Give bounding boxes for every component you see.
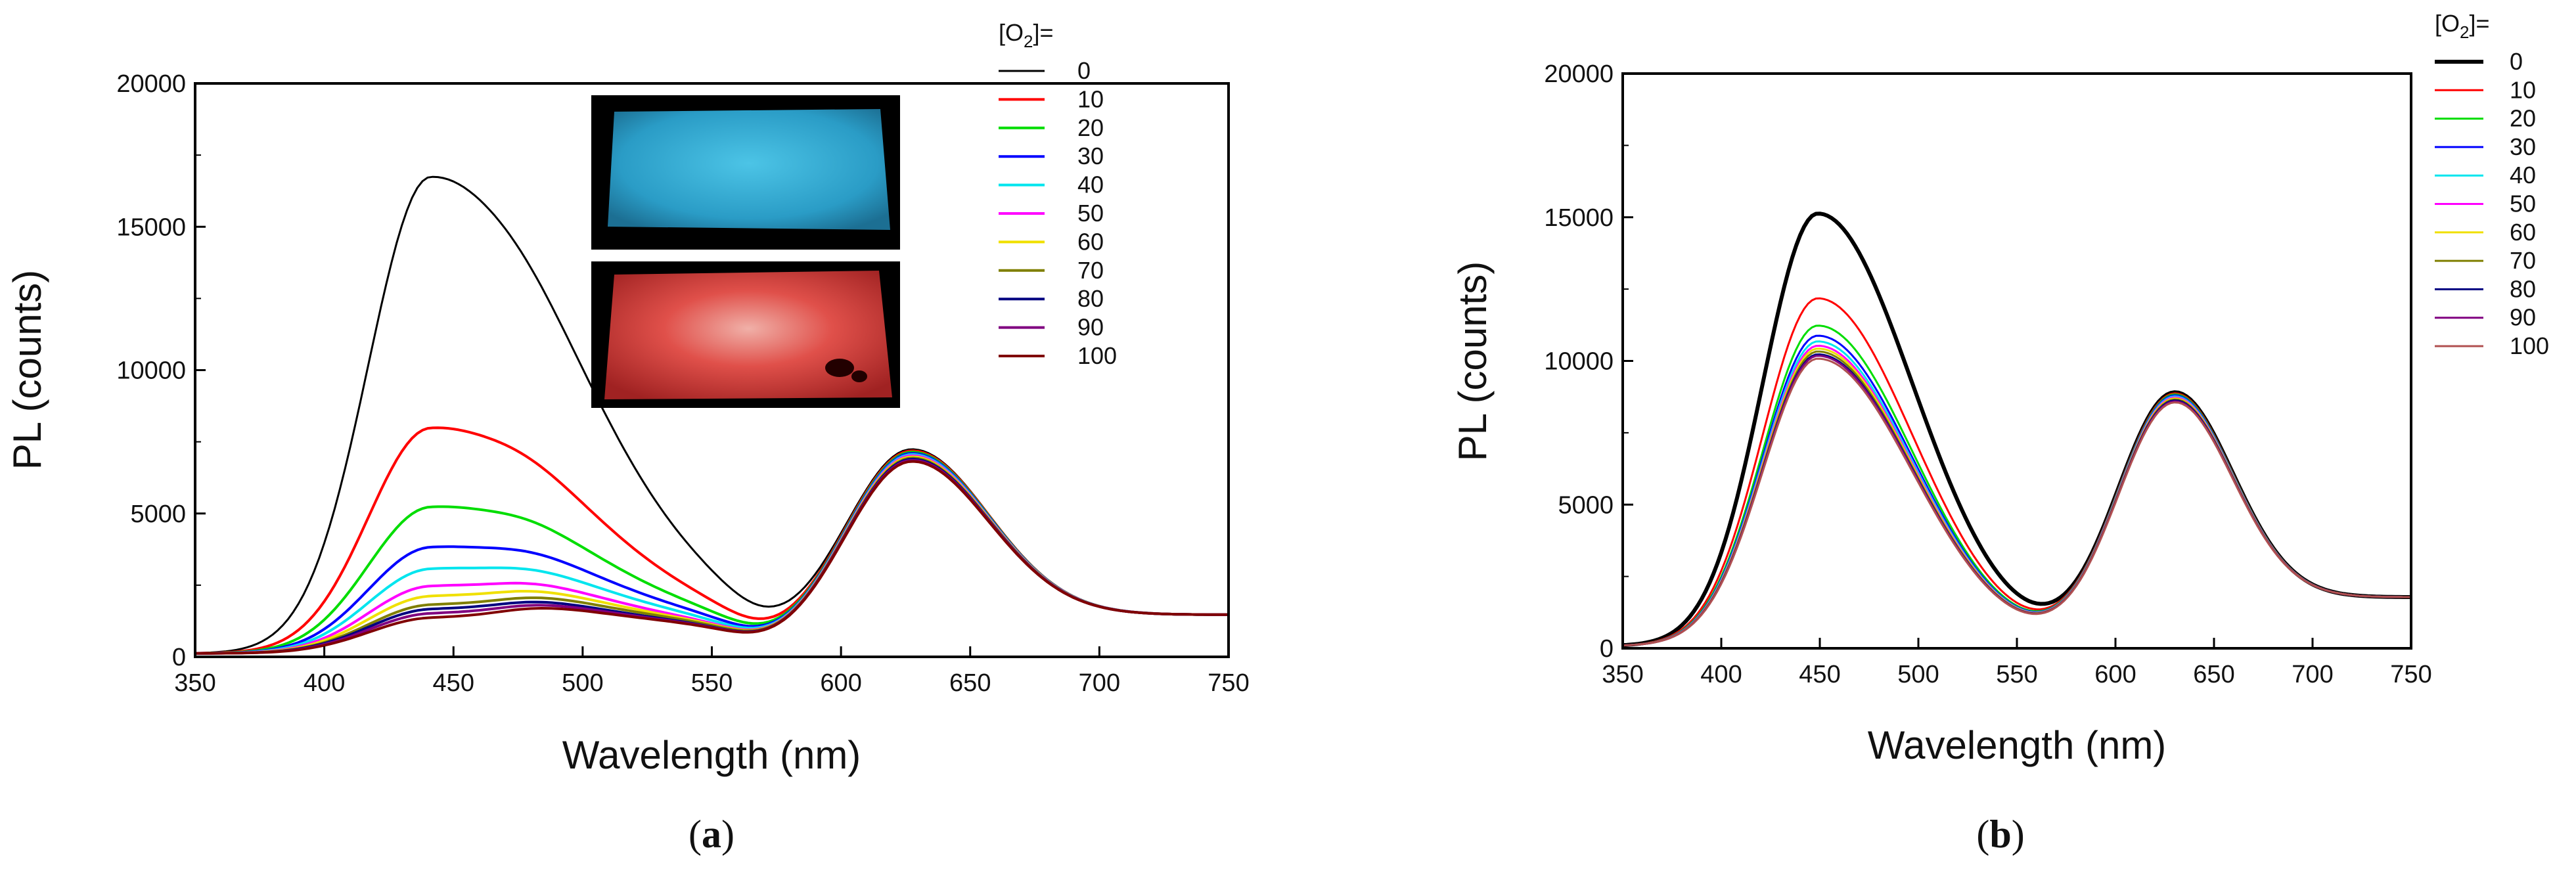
- legend-label-20: 20: [2510, 105, 2536, 132]
- panel-a-inset: [591, 95, 900, 408]
- y-tick-label: 15000: [1544, 204, 1614, 232]
- panel-b-plot-frame: [1621, 72, 2412, 650]
- legend-label-90: 90: [2510, 304, 2536, 331]
- legend-label-100: 100: [2510, 332, 2549, 359]
- legend-label-10: 10: [2510, 76, 2536, 103]
- y-tick-label: 5000: [130, 501, 186, 528]
- panel-a-x-ticks: 350 400 450 500 550 600 650 700 750: [174, 646, 1250, 697]
- legend-label-20: 20: [1077, 114, 1104, 141]
- x-tick-label: 350: [174, 669, 215, 697]
- y-tick-label: 15000: [116, 213, 186, 241]
- legend-label-0: 0: [1077, 57, 1091, 84]
- panel-a-caption: (a): [689, 813, 734, 856]
- panel-a: 350 400 450 500 550 600 650 700 750 050001000015…: [5, 19, 1250, 856]
- y-tick-label: 10000: [116, 357, 186, 385]
- x-tick-label: 750: [1208, 669, 1249, 697]
- x-tick-label: 550: [1996, 661, 2037, 688]
- legend-label-10: 10: [1077, 85, 1104, 112]
- legend-label-60: 60: [2510, 219, 2536, 246]
- series-line-50: [1622, 344, 2411, 647]
- panel-a-x-axis-label: Wavelength (nm): [562, 733, 861, 777]
- legend-label-80: 80: [1077, 285, 1104, 312]
- inset-photo-red-dark-spot: [825, 359, 854, 377]
- panel-b-letter: b: [1989, 813, 2011, 856]
- y-tick-label: 5000: [1558, 491, 1614, 519]
- inset-photo-red-film: [604, 271, 892, 399]
- x-tick-label: 600: [820, 669, 861, 697]
- x-tick-label: 500: [562, 669, 603, 697]
- panel-a-letter: a: [702, 813, 721, 856]
- panel-a-legend-title: [O2]=: [999, 19, 1054, 51]
- y-tick-label: 10000: [1544, 348, 1614, 376]
- legend-label-40: 40: [2510, 162, 2536, 189]
- legend-label-70: 70: [2510, 247, 2536, 274]
- legend-label-100: 100: [1077, 342, 1117, 369]
- inset-photo-blue-film: [608, 109, 890, 230]
- x-tick-label: 550: [691, 669, 733, 697]
- series-line-60: [1622, 347, 2411, 647]
- x-tick-label: 400: [1700, 661, 1742, 688]
- legend-label-0: 0: [2510, 48, 2523, 75]
- series-line-0: [1622, 212, 2411, 648]
- x-tick-label: 700: [2292, 661, 2333, 688]
- x-tick-label: 450: [1799, 661, 1840, 688]
- x-tick-label: 500: [1897, 661, 1939, 688]
- legend-label-90: 90: [1077, 314, 1104, 341]
- series-line-70: [1622, 350, 2411, 647]
- panel-b-curves: [1622, 212, 2411, 648]
- panel-b-legend-title: [O2]=: [2435, 10, 2490, 42]
- legend-label-40: 40: [1077, 171, 1104, 198]
- panel-b-y-axis-label: PL (counts): [1451, 261, 1495, 462]
- legend-label-60: 60: [1077, 228, 1104, 255]
- y-tick-label: 20000: [1544, 60, 1614, 88]
- x-tick-label: 650: [2193, 661, 2234, 688]
- panel-b-x-ticks: 350 400 450 500 550 600 650 700 750: [1602, 638, 2432, 688]
- x-tick-label: 750: [2390, 661, 2431, 688]
- y-tick-label: 0: [172, 644, 186, 671]
- x-tick-label: 350: [1602, 661, 1643, 688]
- panel-b-x-axis-label: Wavelength (nm): [1868, 723, 2167, 767]
- panel-b-y-ticks: 0 5000 10000 15000 20000: [1544, 60, 1633, 663]
- legend-label-30: 30: [2510, 133, 2536, 160]
- series-line-30: [1622, 334, 2411, 647]
- x-tick-label: 600: [2094, 661, 2136, 688]
- legend-label-80: 80: [2510, 275, 2536, 302]
- panel-b-caption: (b): [1976, 813, 2024, 856]
- legend-label-30: 30: [1077, 143, 1104, 169]
- series-line-100: [195, 460, 1229, 655]
- y-tick-label: 0: [1600, 635, 1614, 663]
- legend-label-70: 70: [1077, 257, 1104, 284]
- x-tick-label: 700: [1079, 669, 1120, 697]
- panel-a-y-axis-label: PL (counts): [5, 270, 49, 470]
- legend-label-50: 50: [1077, 200, 1104, 227]
- series-line-40: [1622, 340, 2411, 647]
- panel-a-curves: [194, 175, 1229, 655]
- x-tick-label: 400: [304, 669, 345, 697]
- inset-photo-red-dark-spot-2: [851, 370, 867, 382]
- panel-a-y-ticks: 0 5000 10000 15000 20000: [116, 70, 206, 671]
- legend-label-50: 50: [2510, 190, 2536, 217]
- x-tick-label: 650: [949, 669, 991, 697]
- x-tick-label: 450: [433, 669, 474, 697]
- y-tick-label: 20000: [116, 70, 186, 98]
- panel-b: 350 400 450 500 550 600 650 700 750 050001000015…: [1451, 10, 2549, 856]
- series-line-100: [1622, 357, 2411, 647]
